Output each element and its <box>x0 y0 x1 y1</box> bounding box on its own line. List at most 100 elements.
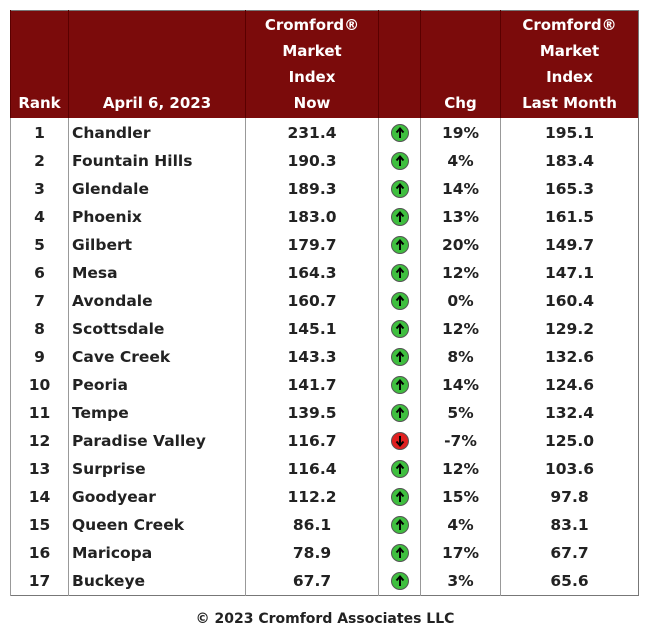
header-cell: Cromford® Market Index Last Month <box>500 10 639 118</box>
index-now-cell: 145.1 <box>245 315 379 343</box>
rank-cell: 1 <box>10 118 69 147</box>
city-cell: Goodyear <box>68 483 246 511</box>
header-cell: Rank <box>10 10 69 118</box>
trend-cell <box>378 147 421 175</box>
header-row: Rank April 6, 2023 Cromford® Market Index Now… <box>10 10 639 118</box>
rank-cell: 7 <box>10 287 69 315</box>
city-cell: Cave Creek <box>68 343 246 371</box>
up-arrow-icon <box>390 376 409 394</box>
chg-cell: 4% <box>420 511 501 539</box>
rank-cell: 9 <box>10 343 69 371</box>
index-now-cell: 112.2 <box>245 483 379 511</box>
table-row: 15 Queen Creek 86.1 4% 83.1 <box>10 511 639 539</box>
trend-cell <box>378 259 421 287</box>
city-cell: Queen Creek <box>68 511 246 539</box>
trend-cell <box>378 399 421 427</box>
index-now-cell: 179.7 <box>245 231 379 259</box>
city-cell: Fountain Hills <box>68 147 246 175</box>
chg-cell: 12% <box>420 455 501 483</box>
index-last-cell: 160.4 <box>500 287 639 315</box>
city-cell: Phoenix <box>68 203 246 231</box>
index-last-cell: 129.2 <box>500 315 639 343</box>
up-arrow-icon <box>390 264 409 282</box>
city-cell: Paradise Valley <box>68 427 246 455</box>
city-cell: Mesa <box>68 259 246 287</box>
header-cell: April 6, 2023 <box>68 10 246 118</box>
city-cell: Tempe <box>68 399 246 427</box>
index-now-cell: 139.5 <box>245 399 379 427</box>
index-last-cell: 125.0 <box>500 427 639 455</box>
header-cell: Cromford® Market Index Now <box>245 10 379 118</box>
up-arrow-icon <box>390 124 409 142</box>
header-line: Chg <box>444 94 477 112</box>
index-now-cell: 160.7 <box>245 287 379 315</box>
up-arrow-icon <box>390 516 409 534</box>
rank-cell: 15 <box>10 511 69 539</box>
header-line: Rank <box>18 94 61 112</box>
index-last-cell: 132.4 <box>500 399 639 427</box>
chg-cell: 17% <box>420 539 501 567</box>
table-row: 12 Paradise Valley 116.7 -7% 125.0 <box>10 427 639 455</box>
trend-cell <box>378 567 421 596</box>
header-line: Market <box>539 42 600 60</box>
chg-cell: 15% <box>420 483 501 511</box>
table-row: 1 Chandler 231.4 19% 195.1 <box>10 118 639 147</box>
index-now-cell: 164.3 <box>245 259 379 287</box>
trend-cell <box>378 455 421 483</box>
trend-cell <box>378 175 421 203</box>
header-line: Index <box>546 68 593 86</box>
up-arrow-icon <box>390 348 409 366</box>
table-row: 3 Glendale 189.3 14% 165.3 <box>10 175 639 203</box>
trend-cell <box>378 371 421 399</box>
up-arrow-icon <box>390 320 409 338</box>
header-line: Market <box>282 42 342 60</box>
index-now-cell: 67.7 <box>245 567 379 596</box>
chg-cell: -7% <box>420 427 501 455</box>
table-row: 16 Maricopa 78.9 17% 67.7 <box>10 539 639 567</box>
chg-cell: 12% <box>420 259 501 287</box>
index-last-cell: 67.7 <box>500 539 639 567</box>
trend-cell <box>378 118 421 147</box>
index-now-cell: 78.9 <box>245 539 379 567</box>
index-last-cell: 165.3 <box>500 175 639 203</box>
trend-cell <box>378 315 421 343</box>
header-line: Cromford® <box>522 16 617 34</box>
index-last-cell: 132.6 <box>500 343 639 371</box>
index-now-cell: 143.3 <box>245 343 379 371</box>
chg-cell: 0% <box>420 287 501 315</box>
table-row: 5 Gilbert 179.7 20% 149.7 <box>10 231 639 259</box>
rank-cell: 6 <box>10 259 69 287</box>
up-arrow-icon <box>390 544 409 562</box>
table-row: 10 Peoria 141.7 14% 124.6 <box>10 371 639 399</box>
index-last-cell: 161.5 <box>500 203 639 231</box>
up-arrow-icon <box>390 208 409 226</box>
rank-cell: 14 <box>10 483 69 511</box>
table-row: 6 Mesa 164.3 12% 147.1 <box>10 259 639 287</box>
index-last-cell: 183.4 <box>500 147 639 175</box>
index-last-cell: 97.8 <box>500 483 639 511</box>
trend-cell <box>378 231 421 259</box>
city-cell: Chandler <box>68 118 246 147</box>
trend-cell <box>378 483 421 511</box>
table-row: 17 Buckeye 67.7 3% 65.6 <box>10 567 639 596</box>
table-row: 4 Phoenix 183.0 13% 161.5 <box>10 203 639 231</box>
city-cell: Glendale <box>68 175 246 203</box>
trend-cell <box>378 203 421 231</box>
rank-cell: 5 <box>10 231 69 259</box>
trend-cell <box>378 539 421 567</box>
index-now-cell: 86.1 <box>245 511 379 539</box>
up-arrow-icon <box>390 572 409 590</box>
chg-cell: 12% <box>420 315 501 343</box>
index-now-cell: 116.4 <box>245 455 379 483</box>
table-row: 14 Goodyear 112.2 15% 97.8 <box>10 483 639 511</box>
table-body: 1 Chandler 231.4 19% 195.1 2 Fountain Hills 190… <box>10 118 639 596</box>
header-line: Now <box>293 94 331 112</box>
chg-cell: 13% <box>420 203 501 231</box>
table-row: 2 Fountain Hills 190.3 4% 183.4 <box>10 147 639 175</box>
rank-cell: 17 <box>10 567 69 596</box>
chg-cell: 8% <box>420 343 501 371</box>
up-arrow-icon <box>390 404 409 422</box>
rank-cell: 8 <box>10 315 69 343</box>
chg-cell: 3% <box>420 567 501 596</box>
chg-cell: 14% <box>420 175 501 203</box>
